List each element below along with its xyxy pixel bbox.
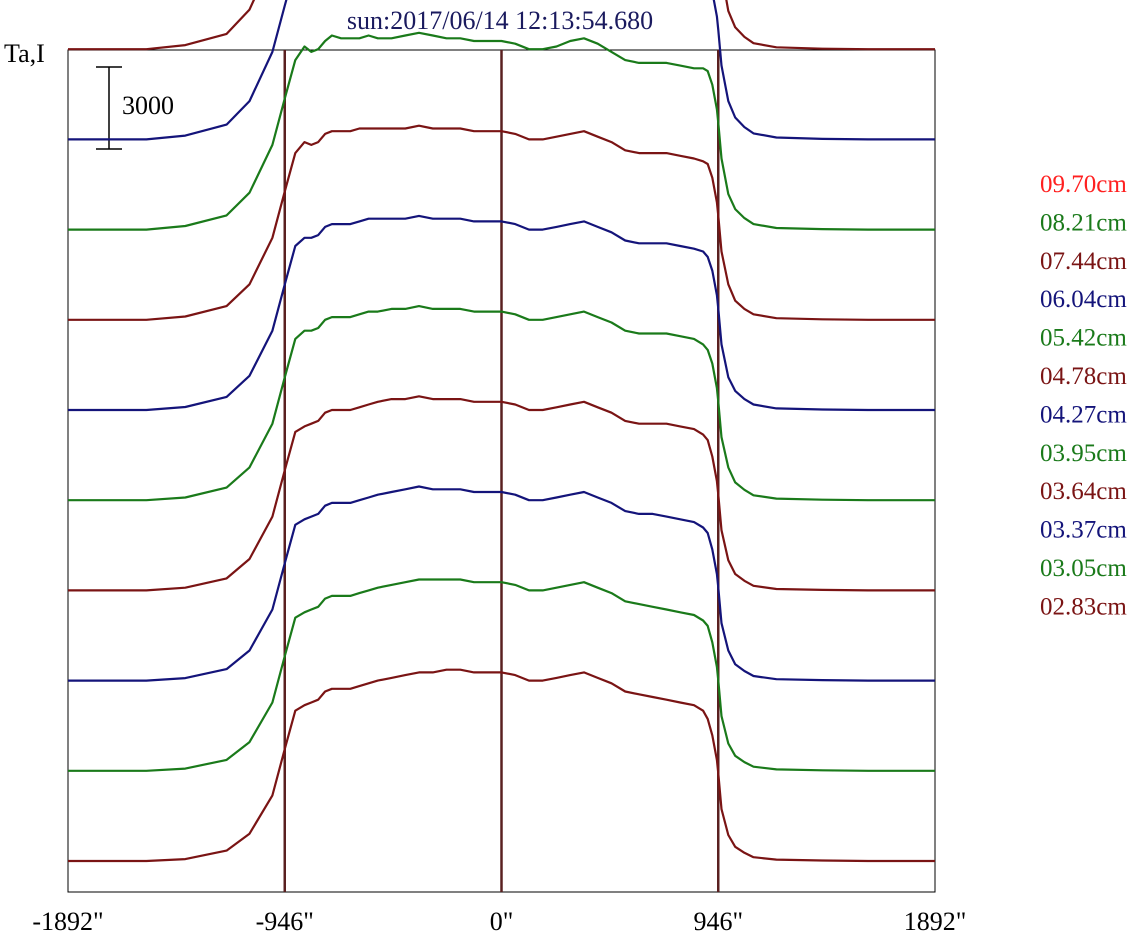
x-tick-label: -946" (256, 907, 314, 936)
legend-entry: 06.04cm (1040, 286, 1127, 313)
legend-entry: 07.44cm (1040, 248, 1127, 275)
x-tick-labels: -1892" -946" 0" 946" 1892" (32, 907, 966, 936)
legend-entry: 05.42cm (1040, 325, 1127, 352)
series-line (68, 668, 935, 863)
x-tick-label: 1892" (904, 907, 967, 936)
legend-entry: 08.21cm (1040, 209, 1127, 236)
scale-bar-label: 3000 (122, 91, 174, 120)
legend-entry: 03.37cm (1040, 517, 1127, 544)
legend-entry: 04.78cm (1040, 363, 1127, 390)
legend-entry: 03.05cm (1040, 555, 1127, 582)
series-line (68, 214, 935, 412)
series-line (68, 485, 935, 682)
legend-entry: 03.64cm (1040, 478, 1127, 505)
series-line (68, 124, 935, 321)
x-tick-label: 946" (693, 907, 743, 936)
series-lines (68, 0, 935, 863)
legend: 09.70cm 08.21cm 07.44cm 06.04cm 05.42cm 04.78… (1040, 171, 1127, 620)
legend-entry: 02.83cm (1040, 593, 1127, 620)
x-tick-label: -1892" (32, 907, 103, 936)
legend-entry: 09.70cm (1040, 171, 1127, 198)
series-line (68, 395, 935, 592)
y-axis-label: Ta,I (4, 39, 45, 68)
chart-title: sun:2017/06/14 12:13:54.680 (347, 6, 653, 35)
legend-entry: 04.27cm (1040, 401, 1127, 428)
series-line (68, 31, 935, 231)
series-line (68, 305, 935, 502)
reference-lines (283, 50, 720, 892)
scale-bar: 3000 (96, 66, 174, 150)
legend-entry: 03.95cm (1040, 440, 1127, 467)
series-line (68, 0, 935, 141)
x-tick-label: 0" (490, 907, 514, 936)
series-line (68, 578, 935, 772)
